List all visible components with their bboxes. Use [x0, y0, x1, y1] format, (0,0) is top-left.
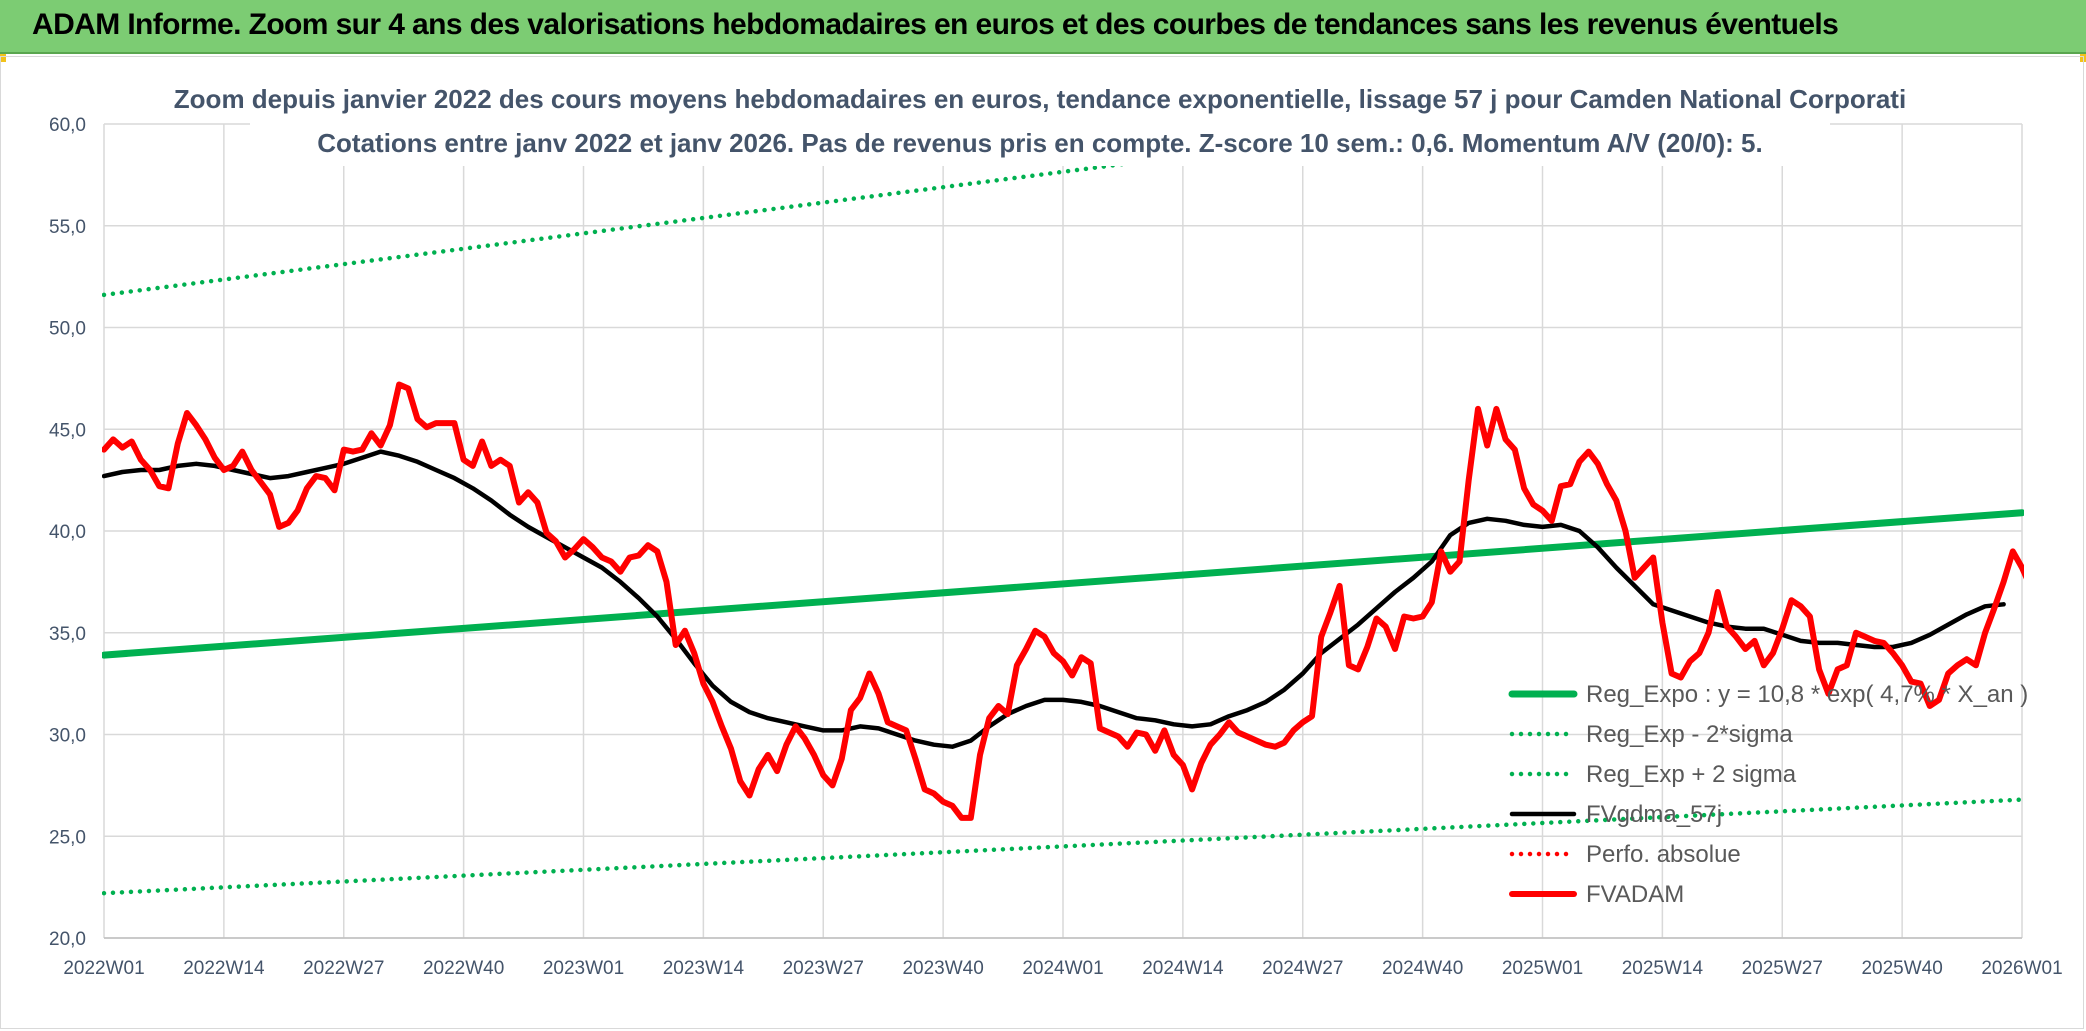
x-tick-label: 2022W27 — [303, 958, 384, 979]
grid-layer — [103, 123, 2023, 939]
x-tick-label: 2025W14 — [1622, 958, 1704, 979]
x-tick-label: 2024W14 — [1142, 958, 1224, 979]
x-tick-label: 2024W27 — [1262, 958, 1343, 979]
chart-title: Zoom depuis janvier 2022 des cours moyen… — [174, 84, 1906, 114]
y-tick-label: 20,0 — [49, 929, 86, 950]
x-tick-label: 2025W27 — [1742, 958, 1823, 979]
corner-marker-left — [0, 54, 6, 62]
title-layer: Zoom depuis janvier 2022 des cours moyen… — [174, 76, 1906, 166]
legend-label: Perfo. absolue — [1586, 841, 1741, 868]
legend-label: Reg_Exp - 2*sigma — [1586, 721, 1793, 748]
x-tick-label: 2025W01 — [1502, 958, 1583, 979]
header-banner: ADAM Informe. Zoom sur 4 ans des valoris… — [0, 0, 2086, 54]
series-line-2 — [102, 122, 1469, 298]
y-tick-label: 60,0 — [49, 115, 86, 136]
legend-label: FVADAM — [1586, 881, 1684, 908]
y-tick-label: 55,0 — [49, 217, 86, 238]
series-layer — [102, 122, 2024, 896]
y-tick-label: 35,0 — [49, 624, 86, 645]
x-tick-label: 2026W01 — [1981, 958, 2062, 979]
x-tick-label: 2022W14 — [183, 958, 265, 979]
legend-label: Reg_Expo : y = 10,8 * exp( 4,7% * X_an ) — [1586, 681, 2028, 708]
x-tick-label: 2023W27 — [783, 958, 864, 979]
y-tick-label: 45,0 — [49, 420, 86, 441]
y-tick-label: 25,0 — [49, 827, 86, 848]
legend: Reg_Expo : y = 10,8 * exp( 4,7% * X_an )… — [1508, 681, 2028, 908]
legend-label: FVgdma_57j — [1586, 801, 1722, 828]
x-tick-label: 2023W01 — [543, 958, 624, 979]
chart-subtitle: Cotations entre janv 2022 et janv 2026. … — [317, 128, 1762, 158]
x-tick-label: 2024W01 — [1022, 958, 1103, 979]
x-tick-label: 2025W40 — [1861, 958, 1942, 979]
banner-title: ADAM Informe. Zoom sur 4 ans des valoris… — [32, 8, 1839, 41]
x-tick-label: 2023W40 — [902, 958, 983, 979]
series-line-1 — [102, 797, 2024, 896]
y-tick-label: 30,0 — [49, 726, 86, 747]
y-tick-label: 40,0 — [49, 522, 86, 543]
series-line-0 — [102, 509, 2024, 659]
x-tick-label: 2024W40 — [1382, 958, 1463, 979]
series-line-5 — [102, 381, 2024, 821]
legend-label: Reg_Exp + 2 sigma — [1586, 761, 1797, 788]
title-background — [250, 76, 1830, 166]
x-tick-label: 2022W40 — [423, 958, 504, 979]
y-tick-label: 50,0 — [49, 319, 86, 340]
axis-layer: 20,0 25,0 30,0 35,0 40,0 45,0 50,0 55,0 60,0 2022… — [49, 115, 2063, 979]
series-line-3 — [102, 449, 2006, 749]
x-tick-label: 2022W01 — [63, 958, 144, 979]
x-tick-label: 2023W14 — [663, 958, 745, 979]
chart-frame — [0, 56, 2084, 1029]
